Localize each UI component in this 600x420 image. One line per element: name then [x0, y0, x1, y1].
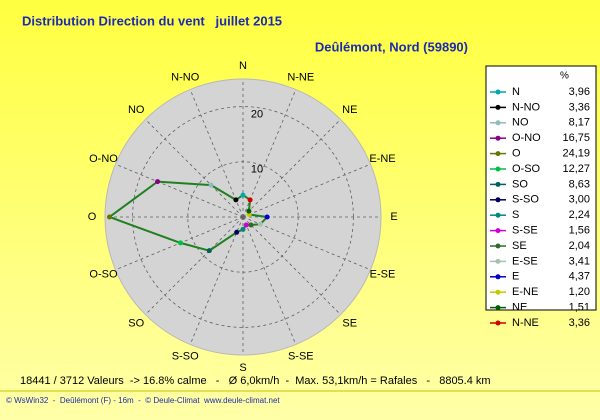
- spoke: [242, 216, 371, 271]
- spoke: [145, 119, 244, 218]
- wind-point: [106, 214, 112, 220]
- legend-value: 12,27: [562, 163, 590, 175]
- direction-label: N-NO: [171, 71, 200, 83]
- wind-point: [155, 179, 161, 185]
- legend-label: SO: [512, 178, 528, 190]
- legend-label: S: [512, 209, 519, 221]
- legend-marker: [495, 89, 501, 95]
- direction-label: SO: [128, 318, 144, 330]
- spoke: [189, 89, 244, 218]
- direction-label: S-SO: [172, 350, 199, 362]
- legend-value: 1,51: [569, 302, 590, 314]
- legend-marker: [495, 243, 501, 249]
- legend-value: 3,36: [569, 317, 590, 329]
- legend-value: 2,04: [569, 240, 590, 252]
- legend-label: N: [512, 86, 520, 98]
- legend-label: O: [512, 148, 521, 160]
- footer-note: 18441 / 3712 Valeurs -> 16.8% calme - Ø …: [20, 375, 491, 387]
- direction-label: O-SO: [89, 269, 118, 281]
- direction-label: NO: [128, 104, 145, 116]
- legend-value: 8,63: [569, 178, 590, 190]
- legend-value: 1,56: [569, 225, 590, 237]
- wind-point: [240, 226, 246, 232]
- legend-marker: [495, 258, 501, 264]
- legend-label: S-SE: [512, 225, 538, 237]
- wind-point: [208, 182, 214, 188]
- wind-point: [248, 222, 254, 228]
- legend-marker: [495, 135, 501, 141]
- direction-label: N-NE: [287, 71, 314, 83]
- wind-point: [246, 208, 252, 214]
- spoke: [242, 216, 341, 315]
- legend-marker: [495, 320, 501, 326]
- legend-label: O-SO: [512, 163, 541, 175]
- direction-label: S-SE: [288, 350, 314, 362]
- spoke: [145, 216, 244, 315]
- spoke: [189, 216, 244, 345]
- legend-value: 3,36: [569, 101, 590, 113]
- legend-value: 3,00: [569, 194, 590, 206]
- direction-label: E-NE: [369, 153, 395, 165]
- wind-point: [243, 222, 249, 228]
- direction-label: N: [239, 60, 247, 72]
- direction-label: E-SE: [370, 269, 396, 281]
- legend-value: 1,20: [569, 286, 590, 298]
- legend-label: O-NO: [512, 132, 541, 144]
- legend-label: E-NE: [512, 286, 538, 298]
- legend-header: %: [560, 71, 569, 82]
- legend-marker: [495, 289, 501, 295]
- legend-label: E-SE: [512, 255, 538, 267]
- legend-value: 3,41: [569, 255, 590, 267]
- wind-point: [240, 192, 246, 198]
- wind-point: [233, 197, 239, 203]
- legend-label: N-NE: [512, 317, 539, 329]
- chart-subtitle: Deûlémont, Nord (59890): [315, 39, 468, 54]
- wind-point: [264, 214, 270, 220]
- legend-label: S-SO: [512, 194, 539, 206]
- spoke: [242, 119, 341, 218]
- wind-point: [177, 240, 183, 246]
- legend-value: 3,96: [569, 86, 590, 98]
- legend-value: 16,75: [562, 132, 590, 144]
- legend-marker: [495, 151, 501, 157]
- legend-value: 8,17: [569, 117, 590, 129]
- legend-value: 2,24: [569, 209, 590, 221]
- direction-label: E: [390, 211, 397, 223]
- spoke: [242, 89, 297, 218]
- legend-label: NO: [512, 117, 529, 129]
- legend-marker: [495, 305, 501, 311]
- legend-marker: [495, 228, 501, 234]
- legend-marker: [495, 104, 501, 110]
- legend-value: 24,19: [562, 148, 590, 160]
- wind-point: [234, 229, 240, 235]
- r-tick-label: 10: [251, 164, 263, 176]
- direction-label: S: [239, 362, 246, 374]
- legend-value: 4,37: [569, 271, 590, 283]
- legend-marker: [495, 120, 501, 126]
- direction-label: O-NO: [89, 153, 118, 165]
- legend-marker: [495, 197, 501, 203]
- wind-point: [206, 248, 212, 254]
- legend-marker: [495, 166, 501, 172]
- legend-marker: [495, 181, 501, 187]
- legend-label: SE: [512, 240, 527, 252]
- direction-label: O: [88, 211, 97, 223]
- legend-label: N-NO: [512, 101, 541, 113]
- direction-label: NE: [342, 104, 357, 116]
- legend-label: NE: [512, 302, 527, 314]
- spoke: [242, 216, 297, 345]
- direction-label: SE: [342, 318, 357, 330]
- legend-label: E: [512, 271, 519, 283]
- wind-point: [247, 197, 253, 203]
- spoke: [242, 163, 371, 218]
- legend-marker: [495, 274, 501, 280]
- spoke: [115, 163, 244, 218]
- chart-title: Distribution Direction du vent juillet 2…: [22, 13, 282, 28]
- r-tick-label: 20: [251, 109, 263, 121]
- legend-marker: [495, 212, 501, 218]
- wind-point: [257, 221, 263, 227]
- credit-note: © WsWin32 - Deûlémont (F) - 16m - © Deul…: [6, 396, 280, 405]
